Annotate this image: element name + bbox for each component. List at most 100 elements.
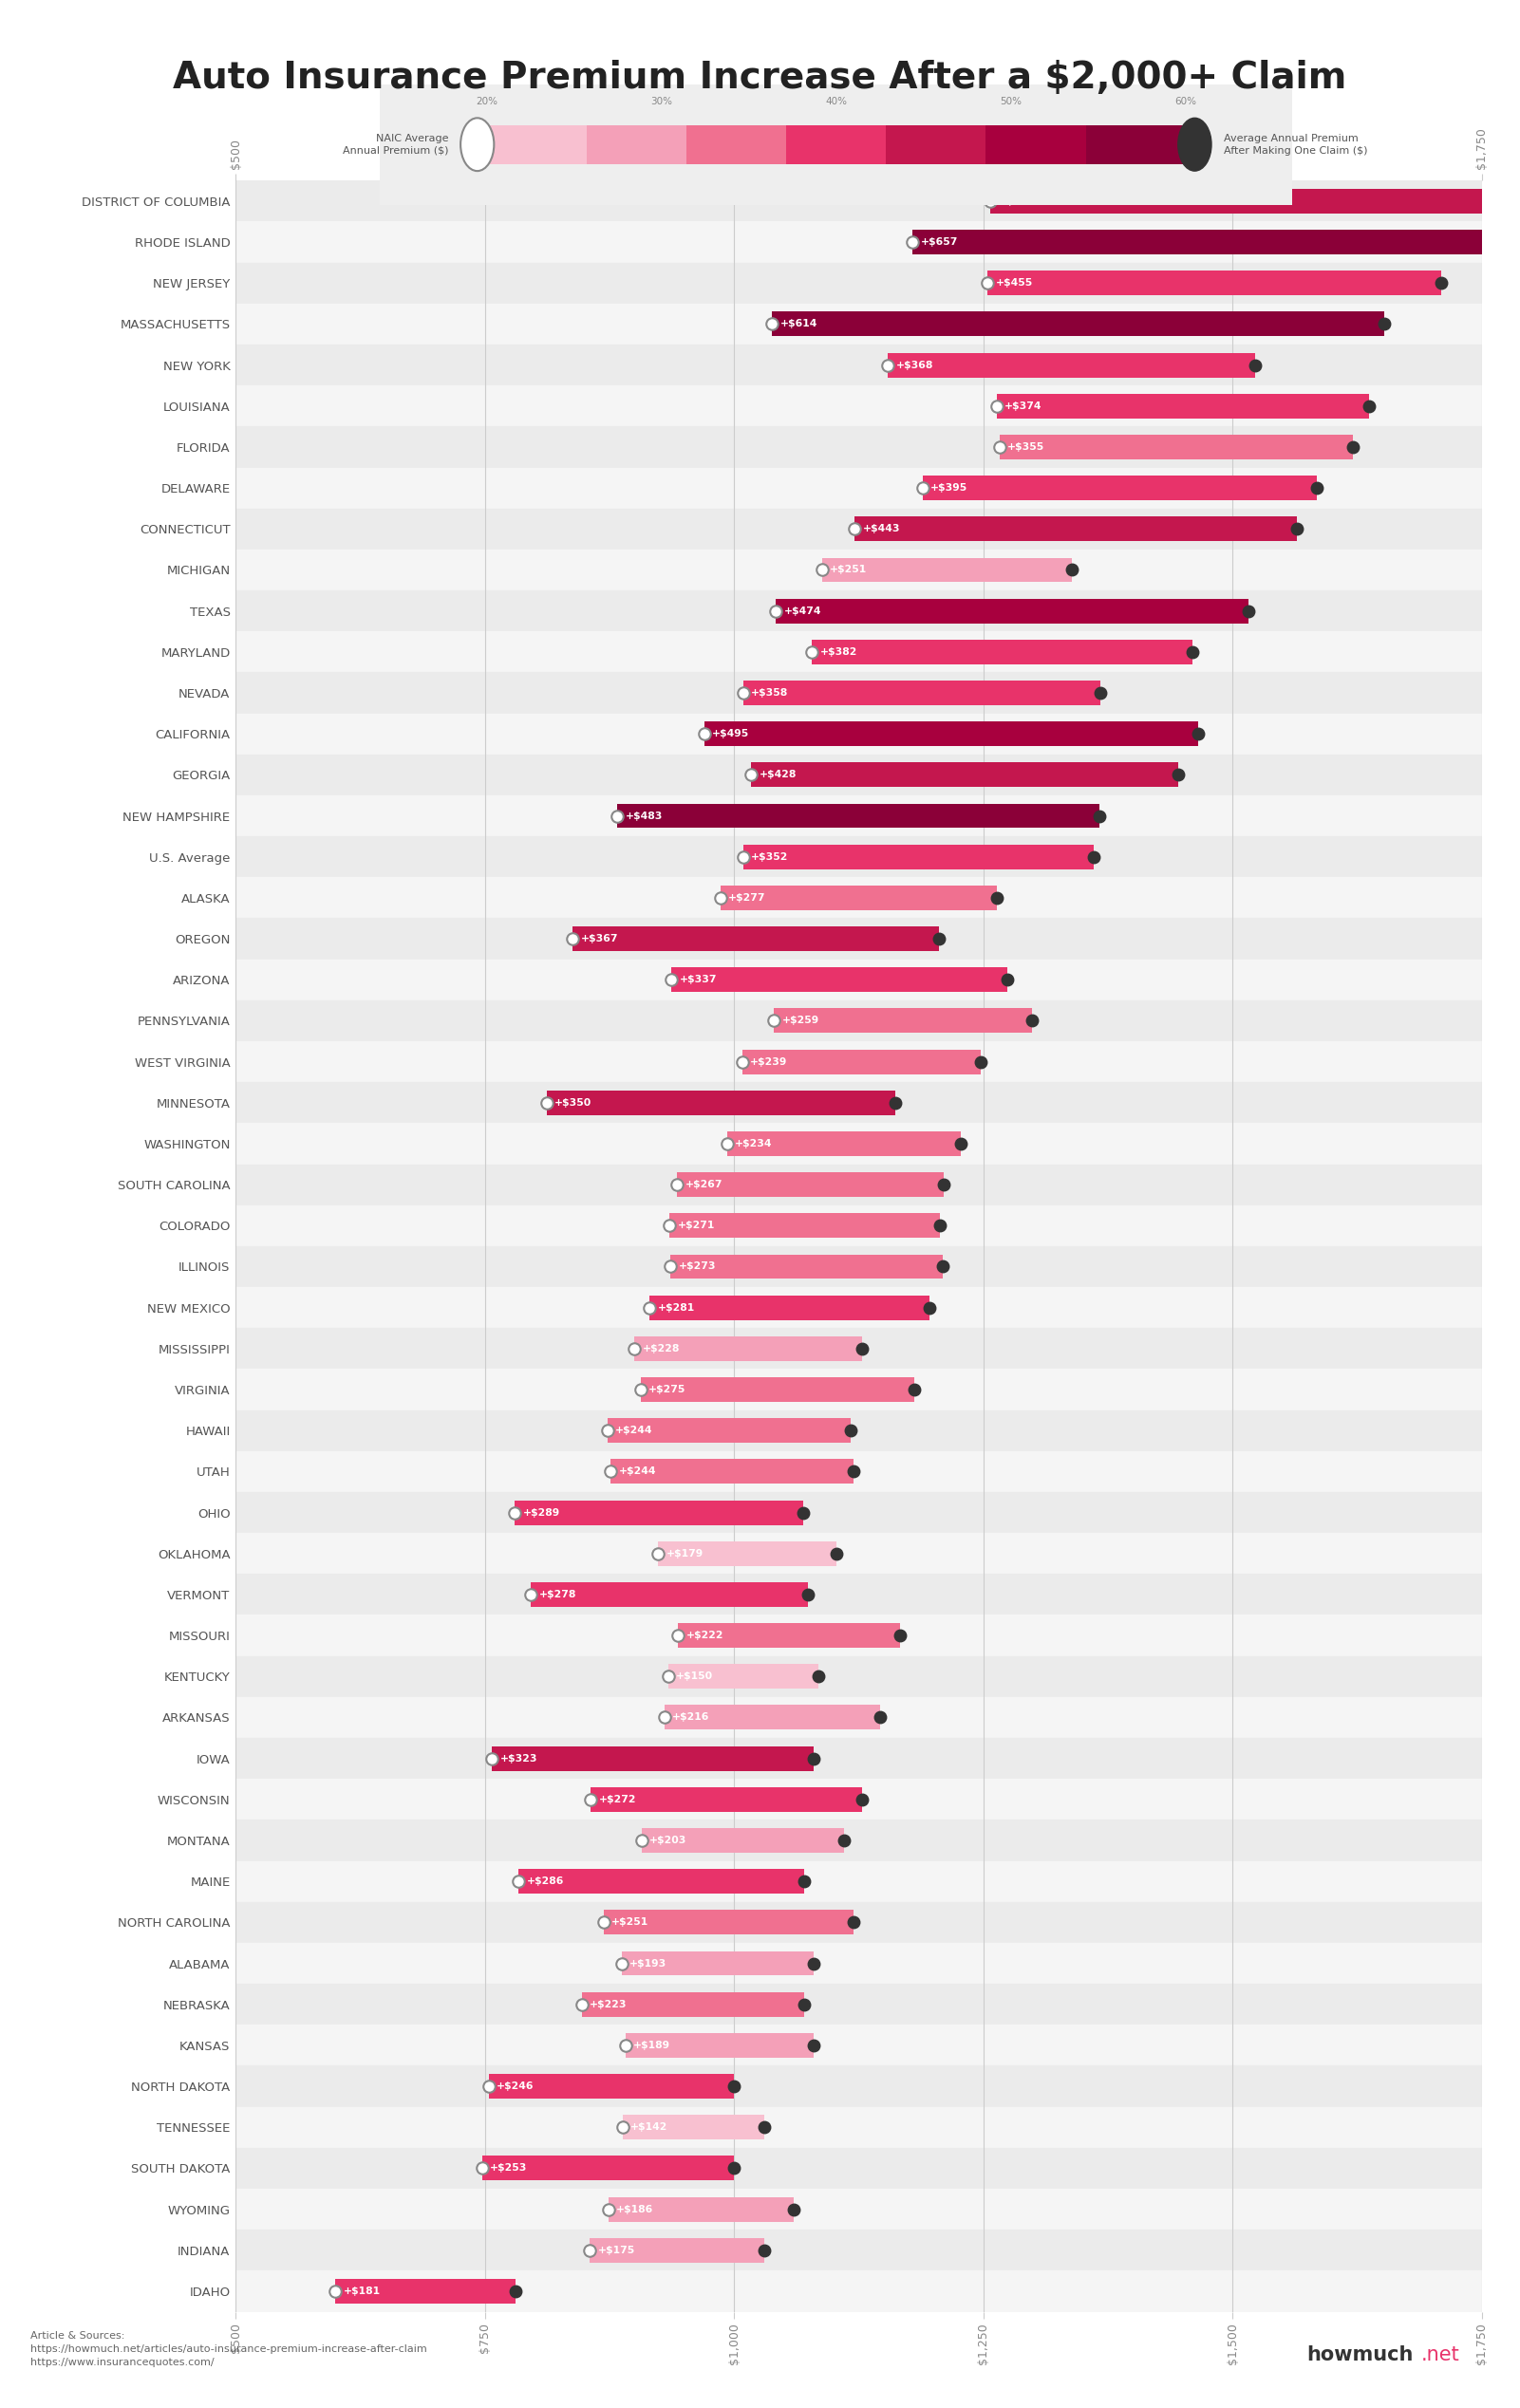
Bar <box>573 927 938 951</box>
Bar <box>530 1582 809 1606</box>
Bar <box>608 2196 793 2223</box>
Text: +$222: +$222 <box>687 1630 724 1640</box>
Text: +$614: +$614 <box>780 320 818 330</box>
Bar <box>492 1746 813 1770</box>
Bar <box>236 2025 1482 2066</box>
Bar <box>236 1657 1482 1698</box>
Text: howmuch: howmuch <box>1307 2345 1414 2365</box>
Bar <box>236 344 1482 385</box>
Bar <box>236 672 1482 713</box>
Bar <box>608 1418 851 1442</box>
Text: +$483: +$483 <box>625 811 663 821</box>
Bar <box>236 1370 1482 1411</box>
Bar <box>590 2237 765 2264</box>
Text: +$428: +$428 <box>758 771 796 780</box>
Bar <box>236 1288 1482 1329</box>
Text: +$244: +$244 <box>616 1426 654 1435</box>
Bar <box>236 1820 1482 1861</box>
Bar <box>997 393 1370 419</box>
Bar <box>743 681 1100 706</box>
Text: +$395: +$395 <box>930 484 968 494</box>
Text: +$181: +$181 <box>344 2288 380 2295</box>
Bar <box>236 2107 1482 2148</box>
Text: +$278: +$278 <box>538 1589 576 1599</box>
Bar <box>236 713 1482 754</box>
Bar <box>991 188 1520 214</box>
Bar <box>720 886 997 910</box>
Bar <box>236 1534 1482 1575</box>
Text: +$272: +$272 <box>599 1794 635 1804</box>
Text: +$368: +$368 <box>895 361 933 371</box>
Bar <box>236 1616 1482 1657</box>
Bar <box>236 836 1482 877</box>
Bar <box>236 1739 1482 1780</box>
Bar <box>236 999 1482 1040</box>
Bar <box>777 600 1248 624</box>
Bar <box>634 1336 862 1361</box>
Text: +$495: +$495 <box>713 730 749 739</box>
Bar <box>236 1122 1482 1163</box>
Bar <box>547 1091 895 1115</box>
Bar <box>236 1698 1482 1739</box>
Bar <box>649 1296 930 1320</box>
Bar <box>236 1902 1482 1943</box>
Bar <box>236 262 1482 303</box>
Text: Auto Insurance Premium Increase After a $2,000+ Claim: Auto Insurance Premium Increase After a … <box>173 60 1347 96</box>
Text: +$239: +$239 <box>749 1057 787 1067</box>
Text: +$186: +$186 <box>617 2203 654 2213</box>
Text: +$234: +$234 <box>736 1139 772 1149</box>
Bar <box>822 559 1072 583</box>
Text: +$271: +$271 <box>678 1221 714 1230</box>
Text: 60%: 60% <box>1175 96 1196 106</box>
Bar <box>236 2066 1482 2107</box>
Bar <box>236 1204 1482 1247</box>
Text: +$337: +$337 <box>679 975 717 985</box>
Text: +$216: +$216 <box>672 1712 710 1722</box>
Text: +$251: +$251 <box>611 1917 649 1926</box>
Bar <box>236 508 1482 549</box>
Text: +$179: +$179 <box>666 1548 704 1558</box>
Bar <box>236 467 1482 508</box>
Bar <box>236 426 1482 467</box>
Bar <box>236 1411 1482 1452</box>
Bar <box>678 1173 944 1197</box>
Bar <box>582 1991 804 2015</box>
Text: +$193: +$193 <box>629 1958 667 1967</box>
Bar <box>336 2278 515 2304</box>
Bar <box>912 229 1520 255</box>
Bar <box>236 1575 1482 1616</box>
Text: .net: .net <box>1421 2345 1459 2365</box>
Bar <box>603 1910 854 1934</box>
Text: 50%: 50% <box>1000 96 1021 106</box>
Text: +$382: +$382 <box>819 648 857 657</box>
Bar <box>236 1984 1482 2025</box>
Bar <box>236 549 1482 590</box>
Bar <box>236 1163 1482 1204</box>
Text: +$352: +$352 <box>751 852 789 862</box>
Text: +$443: +$443 <box>863 525 900 535</box>
Bar <box>236 181 1482 222</box>
Bar <box>611 1459 854 1483</box>
Bar <box>670 1255 942 1279</box>
Text: NAIC Average
Annual Premium ($): NAIC Average Annual Premium ($) <box>342 132 448 157</box>
Bar <box>236 1452 1482 1493</box>
Text: Average % Increase For
Making One Claim: Average % Increase For Making One Claim <box>771 135 901 154</box>
Bar <box>236 795 1482 836</box>
Bar <box>617 804 1099 828</box>
Text: +$246: +$246 <box>497 2081 535 2090</box>
Bar <box>623 2114 765 2141</box>
Text: Average Annual Premium
After Making One Claim ($): Average Annual Premium After Making One … <box>1224 132 1368 157</box>
Bar <box>515 1500 803 1524</box>
Text: 30%: 30% <box>651 96 672 106</box>
Bar <box>641 1828 844 1852</box>
Text: +$544: +$544 <box>999 197 1035 205</box>
Bar <box>236 1861 1482 1902</box>
Text: +$175: +$175 <box>597 2247 635 2254</box>
Bar <box>236 222 1482 262</box>
Text: Article & Sources:
https://howmuch.net/articles/auto-insurance-premium-increase-: Article & Sources: https://howmuch.net/a… <box>30 2331 427 2367</box>
Text: +$474: +$474 <box>784 607 821 616</box>
Text: +$323: +$323 <box>500 1753 538 1763</box>
Text: +$203: +$203 <box>649 1835 687 1845</box>
Bar <box>742 1050 980 1074</box>
Bar <box>482 2155 734 2182</box>
